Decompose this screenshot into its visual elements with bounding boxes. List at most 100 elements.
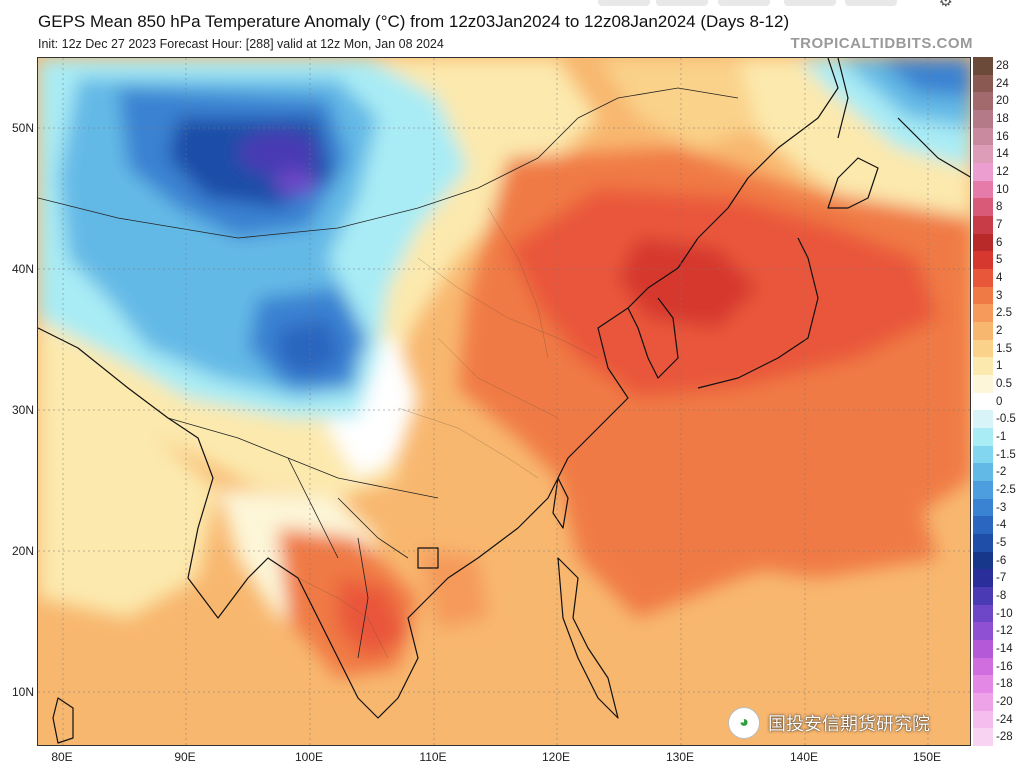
lat-label-30n: 30N	[11, 403, 34, 417]
gridlines	[38, 58, 970, 745]
lat-label-10n: 10N	[11, 685, 34, 699]
colorbar-tick-label: 0	[996, 395, 1003, 408]
colorbar-segment	[973, 587, 993, 606]
colorbar-segment	[973, 74, 993, 93]
toolbar-button-4[interactable]	[784, 0, 836, 6]
colorbar-segment	[973, 163, 993, 182]
toolbar-button-1[interactable]	[598, 0, 650, 6]
colorbar-tick-label: -0.5	[996, 413, 1016, 426]
wechat-icon: ◕	[728, 707, 760, 739]
colorbar-segment	[973, 728, 993, 747]
colorbar-segment	[973, 216, 993, 235]
colorbar-tick-label: 1	[996, 360, 1003, 373]
colorbar-segment	[973, 375, 993, 394]
map-title: GEPS Mean 850 hPa Temperature Anomaly (°…	[38, 12, 790, 31]
lat-label-40n: 40N	[11, 262, 34, 276]
map-svg	[38, 58, 970, 745]
gear-icon[interactable]: ⚙	[938, 0, 953, 10]
colorbar-segment	[973, 604, 993, 623]
province-borders	[297, 207, 599, 659]
colorbar-segment	[973, 322, 993, 341]
colorbar-segment	[973, 304, 993, 323]
colorbar-segment	[973, 693, 993, 712]
colorbar-segment	[973, 463, 993, 482]
colorbar-tick-label: -1.5	[996, 448, 1016, 461]
colorbar-tick-label: 6	[996, 236, 1003, 249]
colorbar-segment	[973, 710, 993, 729]
colorbar-tick-label: 5	[996, 254, 1003, 267]
colorbar-tick-label: 24	[996, 77, 1009, 90]
site-brand[interactable]: TROPICALTIDBITS.COM	[790, 35, 973, 52]
colorbar-segment	[973, 357, 993, 376]
colorbar-tick-label: -28	[996, 731, 1013, 744]
colorbar-tick-label: -5	[996, 536, 1007, 549]
colorbar-segment	[973, 551, 993, 570]
colorbar-segment	[973, 640, 993, 659]
lon-label-100e: 100E	[294, 750, 324, 764]
colorbar-segment	[973, 428, 993, 447]
colorbar-tick-label: -18	[996, 678, 1013, 691]
colorbar-segment	[973, 339, 993, 358]
colorbar-segment	[973, 233, 993, 252]
colorbar-segment	[973, 127, 993, 146]
colorbar-tick-label: 18	[996, 112, 1009, 125]
colorbar-tick-label: 1.5	[996, 342, 1012, 355]
lon-label-110e: 110E	[419, 750, 447, 764]
colorbar-tick-label: 28	[996, 59, 1009, 72]
colorbar-tick-label: -14	[996, 642, 1013, 655]
colorbar	[973, 57, 993, 747]
colorbar-segment	[973, 498, 993, 517]
colorbar-tick-label: 8	[996, 201, 1003, 214]
colorbar-segment	[973, 622, 993, 641]
colorbar-tick-label: 10	[996, 183, 1009, 196]
colorbar-tick-label: 14	[996, 148, 1009, 161]
lon-label-150e: 150E	[912, 750, 942, 764]
colorbar-segment	[973, 481, 993, 500]
lat-label-20n: 20N	[11, 544, 34, 558]
colorbar-tick-label: -24	[996, 713, 1013, 726]
colorbar-tick-label: 2	[996, 324, 1003, 337]
lon-label-140e: 140E	[789, 750, 819, 764]
colorbar-tick-label: 12	[996, 165, 1009, 178]
colorbar-tick-label: 16	[996, 130, 1009, 143]
colorbar-tick-label: -2.5	[996, 483, 1016, 496]
colorbar-tick-label: -20	[996, 695, 1013, 708]
lon-label-90e: 90E	[174, 750, 196, 764]
colorbar-segment	[973, 534, 993, 553]
colorbar-tick-label: 7	[996, 218, 1003, 231]
map-subtitle: Init: 12z Dec 27 2023 Forecast Hour: [28…	[38, 37, 444, 51]
colorbar-tick-label: 3	[996, 289, 1003, 302]
colorbar-segment	[973, 675, 993, 694]
lon-label-120e: 120E	[541, 750, 571, 764]
watermark: ◕ 国投安信期货研究院	[728, 706, 930, 740]
colorbar-tick-label: 4	[996, 271, 1003, 284]
colorbar-segment	[973, 392, 993, 411]
toolbar-button-5[interactable]	[845, 0, 897, 6]
colorbar-tick-label: -3	[996, 501, 1007, 514]
anomaly-map	[37, 57, 971, 746]
colorbar-segment	[973, 92, 993, 111]
toolbar-button-2[interactable]	[656, 0, 708, 6]
colorbar-segment	[973, 251, 993, 270]
coastlines	[38, 58, 970, 744]
colorbar-segment	[973, 516, 993, 535]
watermark-text: 国投安信期货研究院	[768, 714, 930, 734]
colorbar-tick-label: -2	[996, 466, 1007, 479]
colorbar-segment	[973, 445, 993, 464]
colorbar-tick-label: 2.5	[996, 307, 1012, 320]
colorbar-segment	[973, 198, 993, 217]
lon-label-80e: 80E	[51, 750, 73, 764]
country-borders	[38, 87, 739, 659]
colorbar-segment	[973, 657, 993, 676]
toolbar-button-3[interactable]	[718, 0, 770, 6]
colorbar-tick-label: -10	[996, 607, 1013, 620]
colorbar-segment	[973, 57, 993, 76]
lat-label-50n: 50N	[11, 121, 34, 135]
colorbar-tick-label: -4	[996, 519, 1007, 532]
colorbar-segment	[973, 286, 993, 305]
colorbar-tick-label: -6	[996, 554, 1007, 567]
colorbar-segment	[973, 569, 993, 588]
colorbar-tick-label: 20	[996, 95, 1009, 108]
colorbar-segment	[973, 145, 993, 164]
colorbar-segment	[973, 180, 993, 199]
